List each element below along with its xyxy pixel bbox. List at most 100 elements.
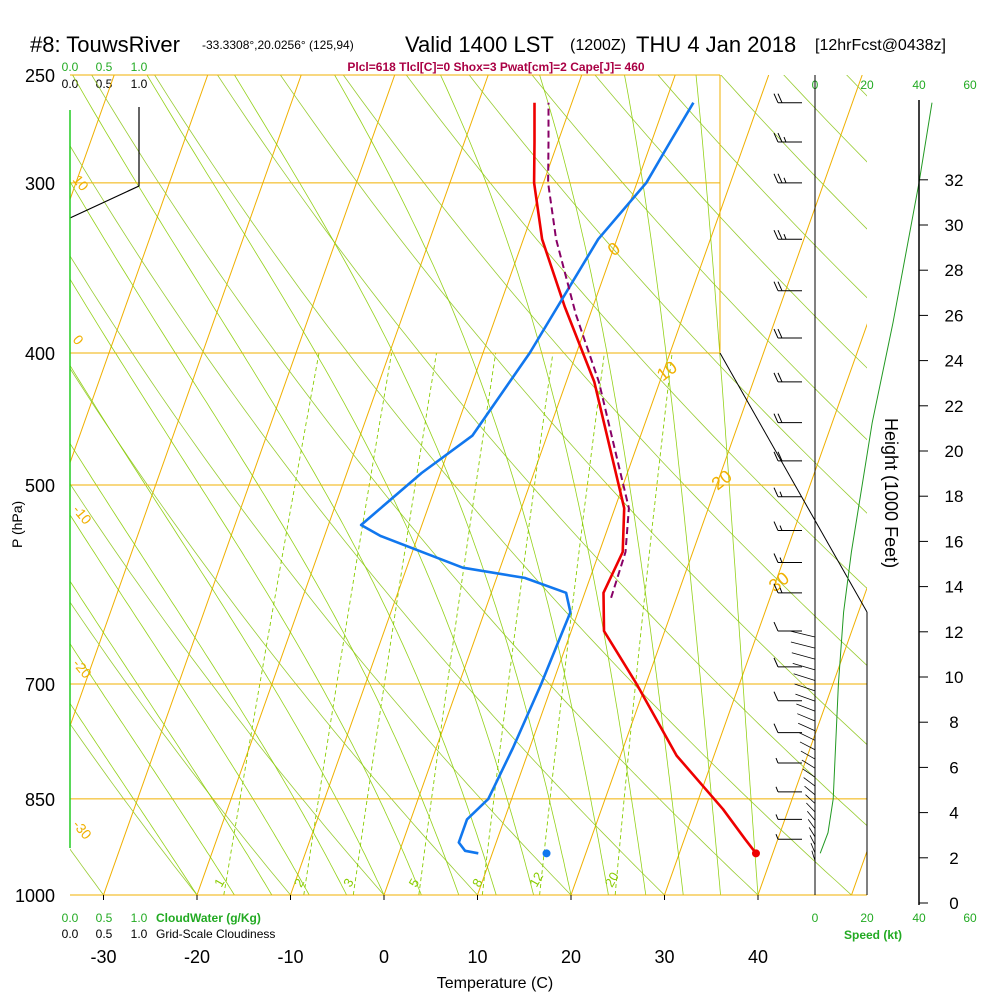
wind-barb-feather (773, 521, 779, 531)
cloudiness-profile (69, 107, 140, 219)
mixing-ratio-line (352, 352, 437, 895)
isotherm-label: -20 (70, 656, 95, 682)
temperature-tick-label: 20 (561, 947, 581, 967)
cloudiness-tick: 0.0 (62, 927, 79, 941)
wind-barb-staff (794, 683, 816, 692)
speed-tick: 0 (812, 911, 819, 925)
wind-barb-staff (791, 652, 816, 660)
wind-barb (773, 413, 802, 424)
dry-adiabats (70, 51, 1000, 924)
moist-adiabat-line (234, 75, 572, 895)
wind-barb-feather (773, 657, 779, 668)
height-tick-label: 10 (945, 668, 964, 687)
speed-tick: 20 (860, 78, 874, 92)
wind-barb (773, 621, 802, 632)
wind-barb-feather (777, 413, 783, 423)
wind-barb-staff (802, 768, 816, 778)
dry-adiabat-line (846, 75, 867, 97)
mixing-ratio-line (223, 352, 320, 895)
height-tick-label: 6 (949, 758, 958, 777)
moist-adiabat-line (70, 442, 347, 895)
wind-barb-staff (805, 794, 816, 804)
wind-barb-half-feather (783, 136, 787, 143)
wind-barb-feather (777, 328, 783, 339)
mixing-ratio-line (418, 352, 497, 895)
mixing-ratio-line (303, 352, 393, 895)
wind-barb (773, 521, 802, 532)
wind-barb (773, 372, 802, 383)
wind-barb-half-feather (775, 834, 779, 840)
dry-adiabat-line (70, 848, 104, 895)
dry-adiabat-line (91, 75, 759, 895)
wind-speed-profile (819, 102, 933, 854)
dry-adiabat-line (279, 75, 867, 746)
bottom-speed-scale: 0 20 40 60 Speed (kt) (812, 911, 977, 942)
wind-barb-feather (773, 621, 779, 632)
temperature-tick-label: 0 (379, 947, 389, 967)
wind-panel-boundary (719, 352, 868, 613)
wind-barb-half-feather (779, 491, 783, 497)
isotherm-line (664, 323, 867, 895)
dry-adiabat-line (886, 51, 1000, 924)
speed-tick: 40 (912, 78, 926, 92)
wind-barb-feather (773, 372, 779, 383)
mixing-ratio-label: 20 (602, 870, 622, 890)
wind-barb-feather (773, 173, 779, 184)
wind-barb (775, 834, 802, 840)
wind-barb-half-feather (775, 757, 779, 764)
mixing-ratio-label: 1 (211, 876, 228, 890)
wind-barb-staff (795, 693, 816, 702)
wind-barb-feather (777, 132, 783, 143)
wind-barb-feather (777, 451, 783, 462)
wind-barb-feather (773, 487, 779, 497)
wind-barb (773, 487, 802, 498)
cloudwater-tick: 0.5 (96, 911, 113, 925)
cloudwater-panel (69, 107, 140, 848)
cloudiness-label: Grid-Scale Cloudiness (156, 927, 275, 941)
wind-barb (773, 657, 802, 668)
wind-barb-half-feather (779, 587, 783, 594)
height-tick-label: 32 (945, 171, 964, 190)
wind-barb (773, 281, 802, 292)
wind-barb-staff (793, 673, 816, 681)
pressure-tick-label: 850 (25, 790, 55, 810)
moist-adiabat-line (539, 75, 684, 895)
isotherm-line (0, 75, 21, 895)
cloudwater-label: CloudWater (g/Kg) (156, 911, 261, 925)
mixing-ratio-line (481, 352, 554, 895)
wind-barb-staff (811, 850, 816, 861)
wind-barb-feather (773, 691, 779, 701)
isotherm-line (851, 849, 867, 895)
wind-barb-feather (773, 583, 779, 594)
temperature-line (532, 102, 758, 855)
pressure-tick-label: 500 (25, 476, 55, 496)
wind-barb-feather (777, 372, 783, 383)
temperature-tick-label: -20 (184, 947, 210, 967)
height-tick-label: 22 (945, 397, 964, 416)
dewpoint-line (359, 102, 695, 855)
cloudiness-tick: 0.5 (96, 927, 113, 941)
wind-barb-staff (806, 811, 816, 821)
dry-adiabat-line (217, 75, 867, 827)
cloudwater-tick: 1.0 (131, 60, 148, 74)
height-tick-label: 16 (945, 532, 964, 551)
dry-adiabat-line (70, 145, 666, 895)
station-title: #8: TouwsRiver (30, 32, 180, 57)
top-cloud-scales: 0.0 0.5 1.0 0.0 0.5 1.0 (62, 60, 148, 91)
surface-temperature-marker (751, 849, 760, 858)
wind-barb-feather (773, 723, 779, 733)
wind-barb (775, 814, 802, 820)
height-tick-label: 24 (945, 352, 964, 371)
moist-adiabat-line (70, 514, 310, 895)
height-tick-label: 20 (945, 442, 964, 461)
wind-barb-feather (777, 230, 783, 240)
wind-barb-staff (804, 785, 816, 796)
dry-adiabat-line (531, 75, 867, 441)
pressure-tick-label: 300 (25, 174, 55, 194)
dry-adiabat-line (154, 75, 853, 895)
pressure-ticks: 250 300 400 500 700 850 1000 (15, 66, 55, 906)
bottom-cloud-scales: 0.0 0.5 1.0 CloudWater (g/Kg) 0.0 0.5 1.… (62, 911, 276, 941)
wind-barb-feather (773, 451, 779, 462)
